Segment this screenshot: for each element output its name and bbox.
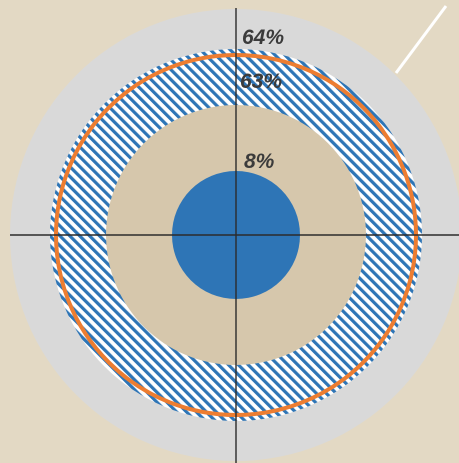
label-hatched: 63% bbox=[240, 70, 282, 93]
diagonal-line bbox=[394, 5, 448, 74]
label-outer: 64% bbox=[242, 26, 284, 49]
label-inner: 8% bbox=[244, 150, 275, 173]
